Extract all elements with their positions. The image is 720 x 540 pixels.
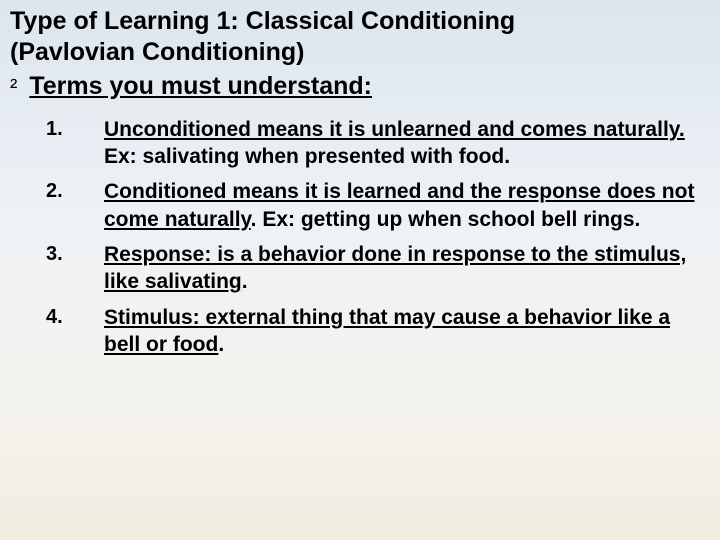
title-line-2: (Pavlovian Conditioning)	[10, 38, 304, 66]
term-tail: Ex: salivating when presented with food.	[104, 145, 510, 168]
term-lead: Response:	[104, 243, 211, 266]
term-number: 4.	[46, 304, 104, 330]
title-line-1: Type of Learning 1: Classical Conditioni…	[10, 7, 515, 35]
list-item: 2. Conditioned means it is learned and t…	[46, 178, 710, 233]
term-lead: Unconditioned	[104, 118, 251, 141]
term-body: Unconditioned means it is unlearned and …	[104, 116, 710, 171]
term-body: Conditioned means it is learned and the …	[104, 178, 710, 233]
term-lead: Conditioned	[104, 180, 226, 203]
term-number: 3.	[46, 241, 104, 267]
terms-list: 1. Unconditioned means it is unlearned a…	[10, 116, 710, 358]
bullet-diamond-icon: ²	[10, 73, 17, 102]
list-item: 3. Response: is a behavior done in respo…	[46, 241, 710, 296]
term-number: 2.	[46, 178, 104, 204]
slide: Type of Learning 1: Classical Conditioni…	[0, 0, 720, 540]
term-tail: .	[218, 333, 224, 356]
term-number: 1.	[46, 116, 104, 142]
term-body: Response: is a behavior done in response…	[104, 241, 710, 296]
term-tail: .	[242, 270, 248, 293]
term-lead: Stimulus:	[104, 306, 200, 329]
list-item: 4. Stimulus: external thing that may cau…	[46, 304, 710, 359]
term-rest: means it is unlearned and comes naturall…	[251, 118, 685, 141]
subtitle-text: Terms you must understand:	[29, 71, 372, 102]
subtitle-row: ² Terms you must understand:	[10, 71, 710, 102]
term-body: Stimulus: external thing that may cause …	[104, 304, 710, 359]
list-item: 1. Unconditioned means it is unlearned a…	[46, 116, 710, 171]
slide-title: Type of Learning 1: Classical Conditioni…	[10, 6, 710, 69]
term-tail: . Ex: getting up when school bell rings.	[251, 208, 641, 231]
